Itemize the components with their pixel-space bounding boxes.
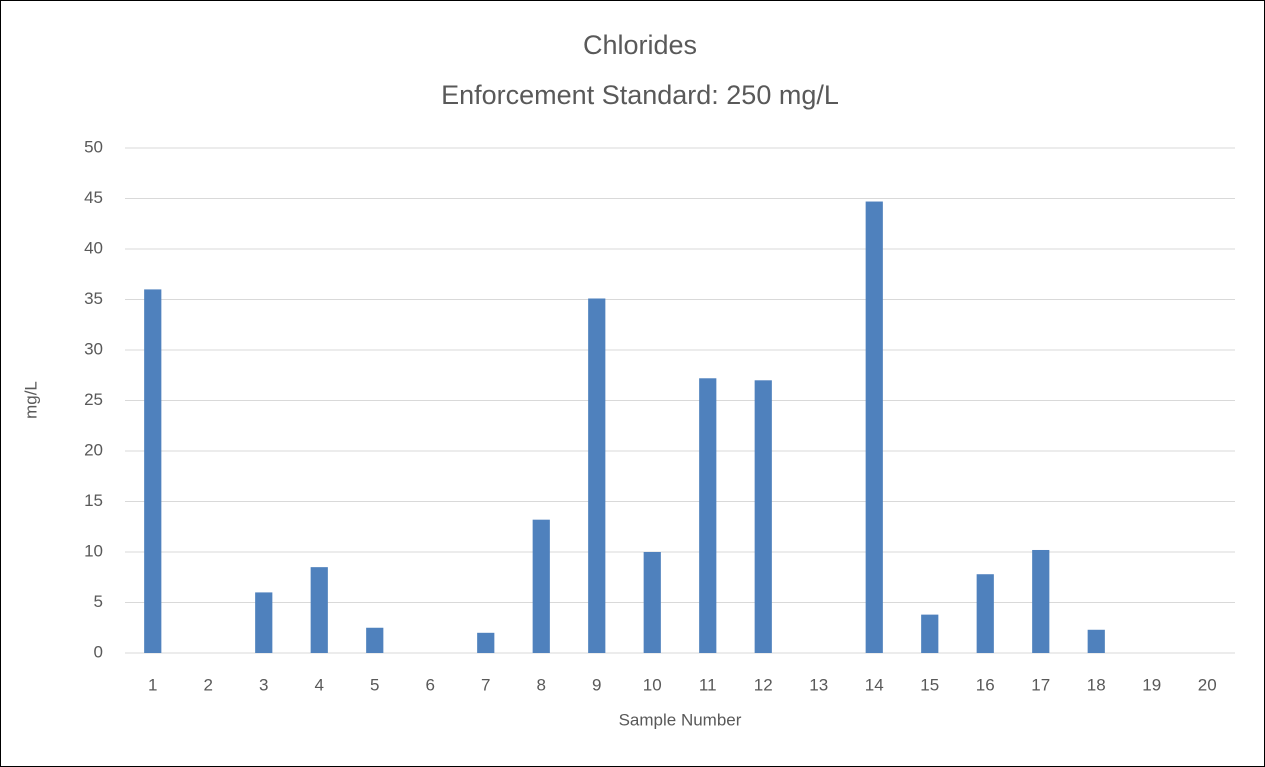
x-tick-label: 11 [699, 675, 717, 694]
x-axis-label: Sample Number [619, 710, 742, 729]
y-tick-label: 0 [94, 642, 103, 661]
y-tick-label: 35 [84, 289, 103, 308]
x-tick-label: 15 [920, 675, 939, 694]
bar [976, 574, 994, 653]
x-tick-label: 16 [976, 675, 995, 694]
y-axis-label: mg/L [21, 381, 40, 419]
x-tick-label: 8 [537, 675, 546, 694]
y-tick-label: 25 [84, 390, 103, 409]
bar [865, 201, 883, 653]
x-tick-label: 3 [259, 675, 268, 694]
y-tick-label: 20 [84, 440, 103, 459]
bar [366, 627, 384, 653]
x-tick-label: 5 [370, 675, 379, 694]
bar [1032, 549, 1050, 653]
x-tick-label: 18 [1087, 675, 1106, 694]
y-tick-label: 15 [84, 491, 103, 510]
y-tick-label: 45 [84, 188, 103, 207]
x-tick-label: 2 [204, 675, 213, 694]
y-tick-label: 10 [84, 541, 103, 560]
y-tick-label: 5 [94, 592, 103, 611]
bar [643, 552, 661, 653]
chart-title: Chlorides [583, 30, 697, 60]
bar [255, 592, 273, 653]
x-tick-label: 13 [809, 675, 828, 694]
bar [1087, 629, 1105, 653]
y-tick-label: 50 [84, 137, 103, 156]
x-tick-label: 1 [148, 675, 157, 694]
bar [754, 380, 772, 653]
x-tick-label: 10 [643, 675, 662, 694]
x-tick-label: 7 [481, 675, 490, 694]
bar [921, 614, 939, 653]
x-tick-label: 12 [754, 675, 773, 694]
x-tick-label: 19 [1142, 675, 1161, 694]
x-tick-label: 20 [1198, 675, 1217, 694]
x-tick-label: 17 [1031, 675, 1050, 694]
x-tick-label: 14 [865, 675, 884, 694]
bar [532, 519, 550, 653]
bar [144, 289, 162, 653]
y-tick-label: 30 [84, 339, 103, 358]
bar [477, 632, 495, 653]
x-tick-label: 6 [426, 675, 435, 694]
bar [310, 567, 328, 653]
x-tick-label: 9 [592, 675, 601, 694]
bar [699, 378, 717, 653]
chart-subtitle: Enforcement Standard: 250 mg/L [441, 80, 839, 110]
x-tick-label: 4 [315, 675, 324, 694]
y-tick-label: 40 [84, 238, 103, 257]
bar [588, 298, 606, 653]
